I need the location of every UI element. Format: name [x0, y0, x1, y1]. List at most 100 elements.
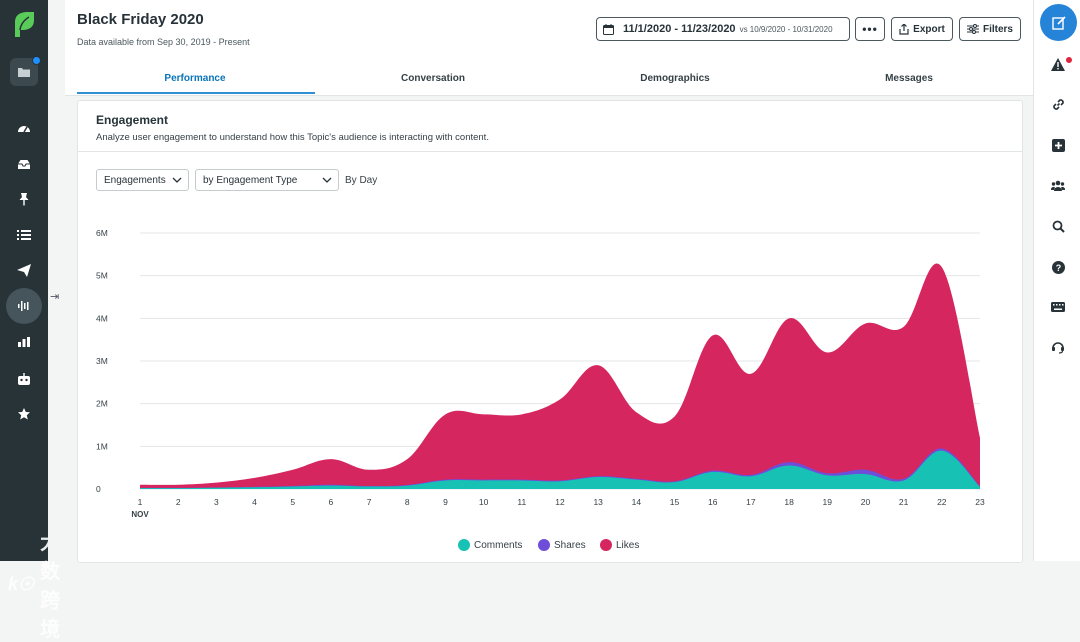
x-tick-label: 4: [252, 497, 257, 507]
group-select[interactable]: by Engagement Type: [195, 169, 339, 191]
support-icon[interactable]: [1049, 338, 1067, 356]
bot-icon[interactable]: [10, 365, 38, 393]
x-tick-label: 3: [214, 497, 219, 507]
x-tick-label: 16: [708, 497, 718, 507]
more-options-button[interactable]: •••: [855, 17, 885, 41]
y-tick-label: 4M: [96, 313, 108, 323]
data-availability: Data available from Sep 30, 2019 - Prese…: [77, 37, 250, 47]
listening-icon[interactable]: [6, 288, 42, 324]
main-content: Black Friday 2020 Data available from Se…: [65, 0, 1033, 563]
y-tick-label: 5M: [96, 271, 108, 281]
notification-dot: [32, 56, 41, 65]
x-tick-label: 7: [367, 497, 372, 507]
x-tick-label: 13: [593, 497, 603, 507]
filters-icon: [966, 24, 979, 34]
tab-messages[interactable]: Messages: [885, 73, 933, 84]
y-tick-label: 2M: [96, 399, 108, 409]
divider: [78, 151, 1022, 152]
legend-swatch-likes: [600, 539, 612, 551]
x-tick-label: 18: [784, 497, 794, 507]
alert-icon[interactable]: [1049, 55, 1067, 73]
reports-icon[interactable]: [10, 328, 38, 356]
x-tick-label: 19: [823, 497, 833, 507]
x-tick-label: 21: [899, 497, 909, 507]
dashboard-icon[interactable]: [10, 114, 38, 142]
x-tick-label: 23: [975, 497, 985, 507]
date-range-button[interactable]: 11/1/2020 - 11/23/2020 vs 10/9/2020 - 10…: [596, 17, 850, 41]
add-icon[interactable]: [1049, 136, 1067, 154]
x-tick-label: 17: [746, 497, 756, 507]
area-series-comments: [140, 450, 980, 489]
metric-select-value: Engagements: [104, 174, 166, 186]
x-tick-label: 5: [290, 497, 295, 507]
compose-icon[interactable]: [1040, 4, 1077, 41]
metric-select[interactable]: Engagements: [96, 169, 189, 191]
star-icon[interactable]: [10, 400, 38, 428]
card-description: Analyze user engagement to understand ho…: [96, 132, 489, 143]
y-tick-label: 0: [96, 484, 101, 494]
page-header: Black Friday 2020 Data available from Se…: [65, 0, 1033, 63]
legend-swatch-shares: [538, 539, 550, 551]
engagement-card: Engagement Analyze user engagement to un…: [77, 100, 1023, 563]
x-tick-label: 12: [555, 497, 565, 507]
tab-performance[interactable]: Performance: [164, 73, 226, 84]
group-select-value: by Engagement Type: [203, 174, 298, 186]
left-sidebar: k☉ 大数跨境: [0, 0, 60, 641]
x-tick-label: 15: [670, 497, 680, 507]
tab-demographics[interactable]: Demographics: [640, 73, 710, 84]
chevron-down-icon: [322, 177, 332, 183]
right-sidebar: ?: [1033, 0, 1080, 561]
export-icon: [899, 23, 909, 35]
x-tick-label: 1: [138, 497, 143, 507]
x-axis-label: NOV: [131, 510, 149, 519]
pin-icon[interactable]: [10, 185, 38, 213]
x-tick-label: 11: [517, 497, 526, 507]
card-title: Engagement: [96, 113, 169, 127]
keyboard-icon[interactable]: [1049, 298, 1067, 316]
tab-conversation[interactable]: Conversation: [401, 73, 465, 84]
area-series-likes: [140, 263, 980, 489]
page-title: Black Friday 2020: [77, 11, 204, 28]
x-tick-label: 2: [176, 497, 181, 507]
granularity-label: By Day: [345, 175, 378, 186]
alert-badge: [1066, 57, 1072, 63]
x-tick-label: 8: [405, 497, 410, 507]
legend-shares[interactable]: Shares: [538, 539, 586, 551]
legend-comments[interactable]: Comments: [458, 539, 522, 551]
x-tick-label: 10: [479, 497, 489, 507]
y-tick-label: 3M: [96, 356, 108, 366]
link-icon[interactable]: [1049, 95, 1067, 113]
x-tick-label: 22: [937, 497, 947, 507]
y-tick-label: 6M: [96, 228, 108, 238]
sprout-logo-icon[interactable]: [12, 10, 36, 38]
compare-range: vs 10/9/2020 - 10/31/2020: [739, 24, 833, 34]
calendar-icon: [603, 23, 614, 35]
legend-swatch-comments: [458, 539, 470, 551]
x-tick-label: 20: [861, 497, 871, 507]
expand-panel-icon[interactable]: ⇥: [50, 291, 60, 303]
legend-label: Shares: [554, 539, 586, 551]
legend-likes[interactable]: Likes: [600, 539, 639, 551]
date-range: 11/1/2020 - 11/23/2020: [623, 23, 736, 35]
list-icon[interactable]: [10, 221, 38, 249]
search-icon[interactable]: [1049, 217, 1067, 235]
watermark-logo: k☉: [8, 573, 35, 594]
y-tick-label: 1M: [96, 441, 108, 451]
legend-label: Likes: [616, 539, 640, 551]
filters-label: Filters: [982, 23, 1013, 35]
active-tab-indicator: [77, 92, 315, 94]
x-tick-label: 14: [632, 497, 642, 507]
tab-bar: Performance Conversation Demographics Me…: [65, 62, 1033, 96]
filters-button[interactable]: Filters: [959, 17, 1021, 41]
help-icon[interactable]: ?: [1049, 258, 1067, 276]
inbox-icon[interactable]: [10, 150, 38, 178]
legend-label: Comments: [474, 539, 523, 551]
people-icon[interactable]: [1049, 176, 1067, 194]
chevron-down-icon: [172, 177, 182, 183]
x-tick-label: 9: [443, 497, 448, 507]
export-label: Export: [913, 23, 945, 35]
x-tick-label: 6: [329, 497, 334, 507]
export-button[interactable]: Export: [891, 17, 953, 41]
send-icon[interactable]: [10, 256, 38, 284]
